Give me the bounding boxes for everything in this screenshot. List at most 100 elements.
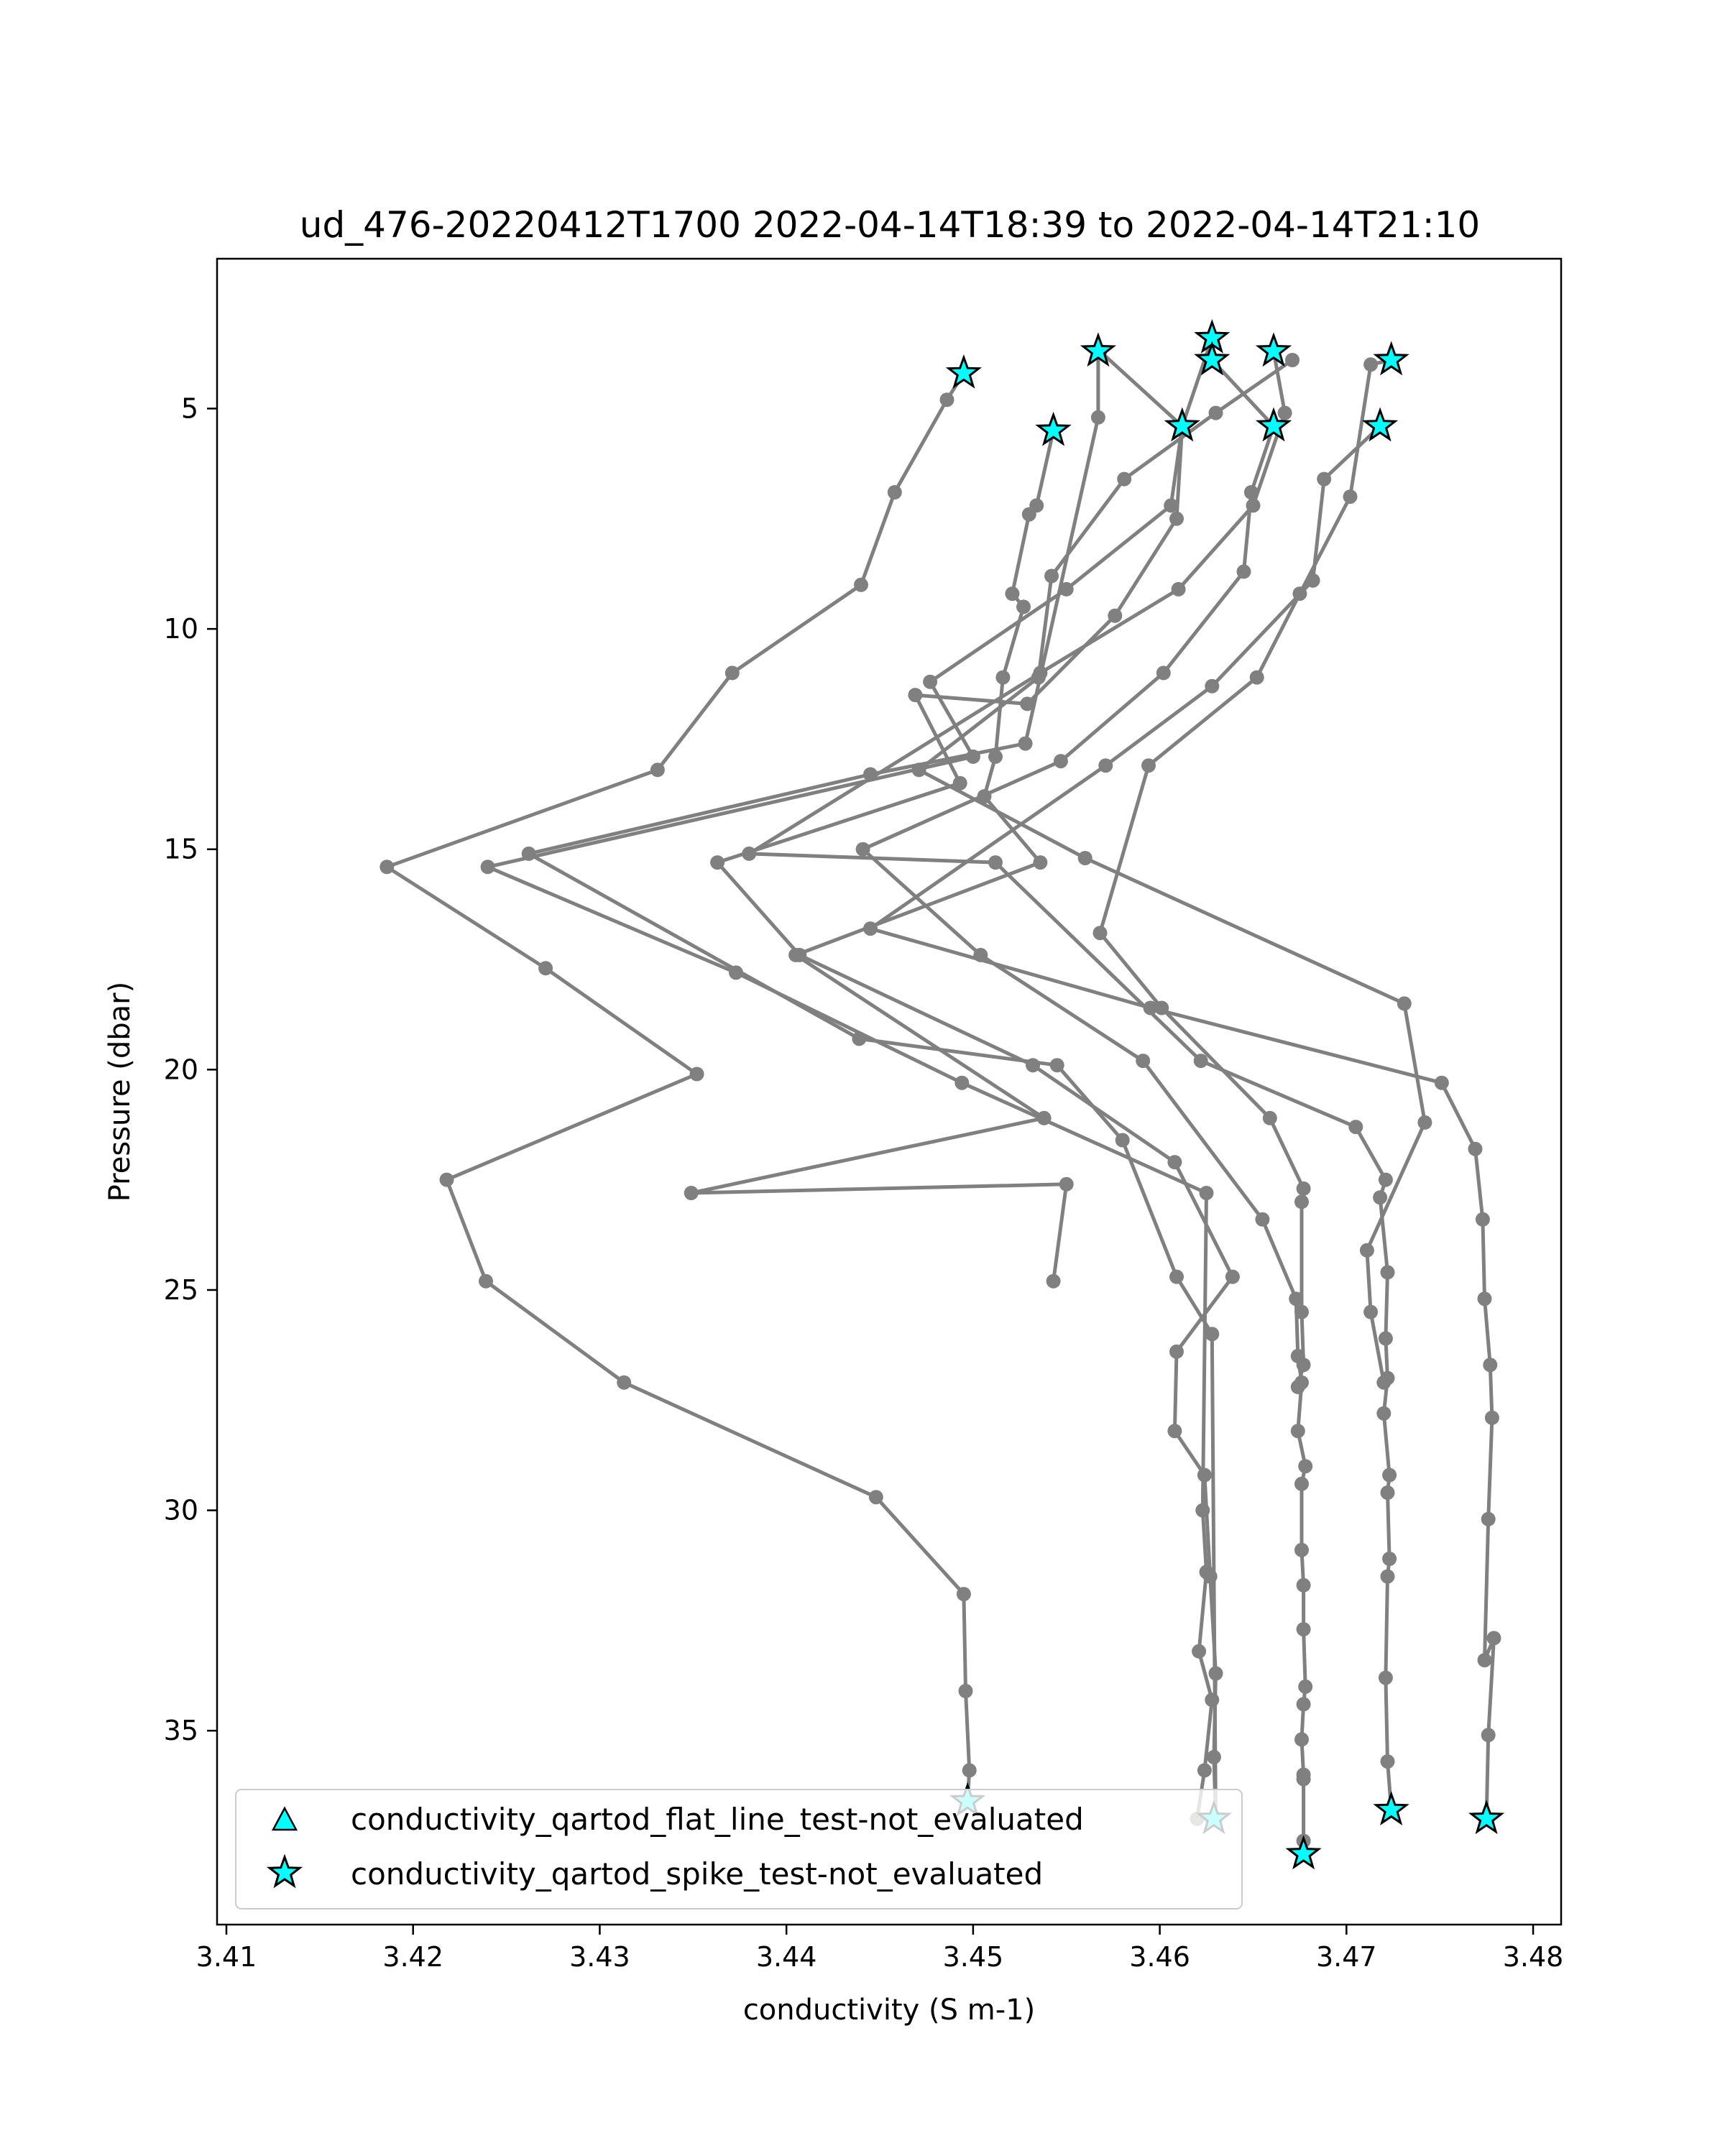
data-point [1477, 1291, 1492, 1307]
spike-flag-marker [1285, 1835, 1322, 1870]
data-point [1298, 1459, 1313, 1474]
data-point [1298, 1679, 1313, 1694]
data-point [1206, 1750, 1221, 1764]
data-point [1294, 1732, 1309, 1747]
data-point [1141, 758, 1156, 773]
y-tick-label: 5 [181, 392, 198, 424]
series-line-6 [861, 359, 1307, 1854]
data-point [988, 855, 1003, 870]
data-point [1481, 1728, 1496, 1743]
data-point [954, 1075, 970, 1090]
series-line-7 [747, 351, 1394, 1810]
data-point [1154, 1000, 1169, 1015]
data-point [1378, 1670, 1393, 1685]
data-point [1486, 1631, 1501, 1646]
data-point [1115, 1133, 1130, 1148]
data-point [1167, 1155, 1182, 1170]
data-point [1143, 1000, 1158, 1015]
data-point [1169, 1344, 1184, 1359]
data-point [962, 1763, 977, 1778]
data-point [965, 749, 980, 764]
data-point [988, 749, 1003, 764]
data-point [684, 1186, 699, 1200]
series-layer [380, 331, 1501, 1861]
data-point [1236, 564, 1251, 579]
spike-flag-marker [1194, 341, 1230, 376]
data-point [1481, 1511, 1496, 1526]
x-tick-label: 3.45 [943, 1941, 1004, 1973]
data-point [689, 1067, 704, 1082]
data-point [1290, 1424, 1305, 1439]
data-point [1294, 1304, 1309, 1319]
data-point [1199, 1186, 1214, 1200]
data-point [1255, 1212, 1270, 1227]
spike-flag-marker [1373, 341, 1409, 376]
data-point [710, 855, 725, 870]
data-point [1296, 1697, 1311, 1712]
data-point [911, 763, 926, 778]
x-axis-title: conductivity (S m-1) [743, 1994, 1035, 2027]
data-point [1380, 1754, 1395, 1769]
data-point [1376, 1375, 1392, 1390]
data-point [1049, 1058, 1064, 1073]
legend-star-marker [266, 1853, 303, 1889]
y-axis-title: Pressure (dbar) [104, 982, 137, 1202]
data-point [1434, 1075, 1449, 1090]
data-point [1373, 1190, 1388, 1205]
data-point [1382, 1468, 1397, 1483]
data-point [1296, 1772, 1311, 1787]
legend-triangle-marker [271, 1806, 298, 1831]
data-point [1249, 670, 1264, 685]
data-point [1317, 471, 1332, 487]
spike-flag-marker [1035, 411, 1072, 446]
x-tick-label: 3.46 [1129, 1941, 1190, 1973]
data-point [1475, 1212, 1490, 1227]
data-point [863, 921, 878, 936]
data-point [1167, 1424, 1182, 1439]
spike-flag-marker [1255, 332, 1292, 367]
data-point [1277, 405, 1292, 420]
data-point [1192, 1644, 1207, 1659]
data-point [1031, 670, 1046, 685]
spike-flag-marker [1468, 1800, 1505, 1835]
data-point [1208, 405, 1223, 420]
data-point [887, 485, 902, 499]
data-point [908, 688, 923, 703]
data-point [1169, 1269, 1184, 1284]
data-point [939, 392, 954, 407]
data-point [1378, 1172, 1393, 1187]
data-point [1021, 507, 1036, 522]
data-point [729, 965, 743, 980]
data-point [724, 665, 740, 681]
data-point [1117, 471, 1132, 487]
x-tick-label: 3.48 [1503, 1941, 1564, 1973]
data-point [958, 1684, 973, 1698]
data-point [1417, 1115, 1432, 1130]
data-point [1020, 696, 1035, 711]
x-tick-label: 3.41 [196, 1941, 257, 1973]
data-point [1483, 1358, 1498, 1373]
y-tick-label: 35 [164, 1715, 198, 1746]
x-tick-label: 3.44 [756, 1941, 817, 1973]
data-point [1468, 1141, 1483, 1156]
spike-flag-marker [1373, 1791, 1409, 1825]
data-point [538, 961, 553, 976]
data-point [1059, 581, 1074, 596]
data-point [1208, 1666, 1223, 1681]
series-line-8 [917, 358, 1427, 1383]
data-point [1026, 1058, 1040, 1073]
x-axis: 3.41 3.42 3.43 3.44 3.45 3.46 3.47 3.48 [196, 1925, 1564, 1973]
data-point [1348, 1120, 1363, 1135]
data-point [1018, 736, 1033, 751]
data-point [1108, 608, 1123, 623]
spike-flag-marker [1164, 407, 1200, 442]
data-point [923, 674, 938, 689]
data-point [1359, 1243, 1374, 1258]
spike-flag-marker [945, 354, 983, 389]
data-point [1199, 1565, 1214, 1580]
data-point [1363, 1304, 1379, 1319]
data-point [1156, 665, 1171, 681]
data-point [1195, 1503, 1210, 1518]
y-tick-label: 15 [164, 834, 198, 865]
plot-frame [216, 257, 1563, 1926]
